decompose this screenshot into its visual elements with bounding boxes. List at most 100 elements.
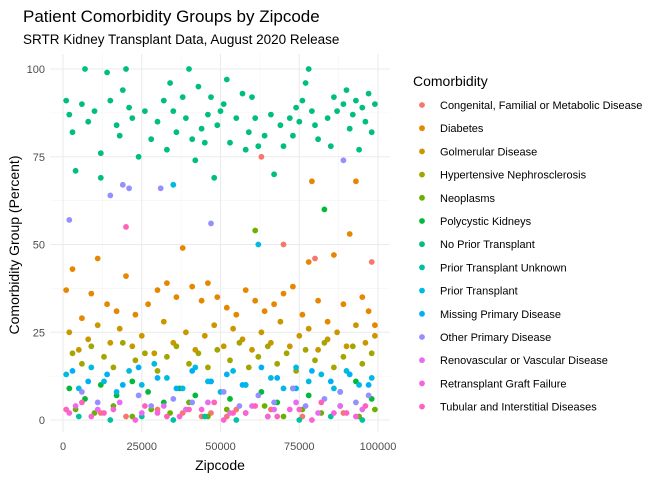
data-point <box>119 339 126 346</box>
data-point <box>312 122 318 129</box>
data-point <box>277 318 284 325</box>
data-point <box>302 80 309 86</box>
data-point <box>274 413 281 420</box>
data-point <box>280 143 287 150</box>
data-point <box>195 83 202 90</box>
data-point <box>94 255 101 262</box>
data-point <box>208 94 214 100</box>
data-point <box>220 389 227 395</box>
data-point <box>340 353 347 360</box>
data-point <box>315 346 321 353</box>
data-point <box>116 399 123 406</box>
data-point <box>368 259 375 265</box>
series-retransplant-graft-failure <box>66 406 359 423</box>
data-point <box>208 220 214 227</box>
data-point <box>255 392 262 399</box>
data-point <box>340 301 347 308</box>
data-point <box>119 382 126 388</box>
legend: Comorbidity Congenital, Familial or Meta… <box>413 73 642 414</box>
legend-key <box>419 264 425 271</box>
data-point <box>101 353 107 360</box>
data-point <box>104 301 110 308</box>
data-point <box>173 385 180 392</box>
legend-key <box>419 194 425 201</box>
data-point <box>129 343 136 350</box>
data-point <box>264 413 271 420</box>
data-point <box>239 382 246 388</box>
data-point <box>97 174 104 181</box>
data-point <box>69 266 76 272</box>
data-point <box>186 406 192 413</box>
data-point <box>264 343 271 350</box>
data-point <box>356 146 362 153</box>
data-point <box>126 368 132 374</box>
data-point <box>201 413 208 420</box>
data-point <box>239 90 246 97</box>
legend-label: Prior Transplant <box>440 286 518 298</box>
data-point <box>142 403 148 409</box>
data-point <box>261 403 268 409</box>
data-point <box>217 108 224 114</box>
data-point <box>227 396 233 402</box>
data-point <box>372 332 378 339</box>
data-point <box>274 360 281 367</box>
data-point <box>107 339 114 346</box>
data-point <box>138 332 145 339</box>
data-point <box>79 315 85 322</box>
data-point <box>362 118 369 125</box>
data-point <box>305 392 312 399</box>
data-point <box>211 322 218 329</box>
legend-label: Renovascular or Vascular Disease <box>440 355 608 367</box>
data-point <box>220 417 227 423</box>
data-point <box>170 181 177 188</box>
data-point <box>340 157 347 164</box>
data-point <box>252 403 259 409</box>
data-point <box>104 69 110 76</box>
data-point <box>142 108 148 114</box>
data-point <box>173 129 180 136</box>
legend-label: Missing Primary Disease <box>440 309 561 321</box>
data-point <box>286 115 293 121</box>
data-point <box>176 413 183 420</box>
x-tick-label: 0 <box>60 441 66 453</box>
data-point <box>220 101 227 107</box>
data-point <box>343 87 350 93</box>
data-point <box>343 410 350 416</box>
data-point <box>309 368 315 374</box>
data-point <box>154 118 161 125</box>
data-point <box>164 353 170 360</box>
data-point <box>179 385 186 392</box>
data-point <box>82 66 88 72</box>
data-point <box>255 143 262 150</box>
chart-subtitle: SRTR Kidney Transplant Data, August 2020… <box>23 32 339 47</box>
legend-key <box>419 148 425 155</box>
data-point <box>135 392 142 399</box>
data-point <box>359 294 366 300</box>
data-point <box>242 287 249 293</box>
data-point <box>110 364 117 371</box>
data-point <box>312 255 318 262</box>
data-point <box>362 403 369 409</box>
series-tubular-and-interstitial-diseases <box>63 224 369 420</box>
data-point <box>315 136 321 143</box>
data-point <box>274 375 281 381</box>
data-point <box>315 297 321 304</box>
data-point <box>245 364 252 371</box>
data-point <box>164 280 170 286</box>
data-point <box>66 217 73 223</box>
data-point <box>312 357 318 364</box>
x-tick-label: 100000 <box>360 441 397 453</box>
data-point <box>198 406 205 413</box>
data-point <box>337 403 344 409</box>
data-point <box>72 403 79 409</box>
data-point <box>293 399 299 406</box>
data-point <box>154 375 161 381</box>
y-tick-label: 50 <box>33 240 45 252</box>
data-point <box>205 399 211 406</box>
data-point <box>119 87 126 93</box>
series-congenital-familial-or-metabolic-disease <box>97 153 375 420</box>
data-point <box>362 339 369 346</box>
data-point <box>91 108 98 114</box>
series-no-prior-transplant <box>63 66 378 181</box>
data-point <box>107 192 114 199</box>
